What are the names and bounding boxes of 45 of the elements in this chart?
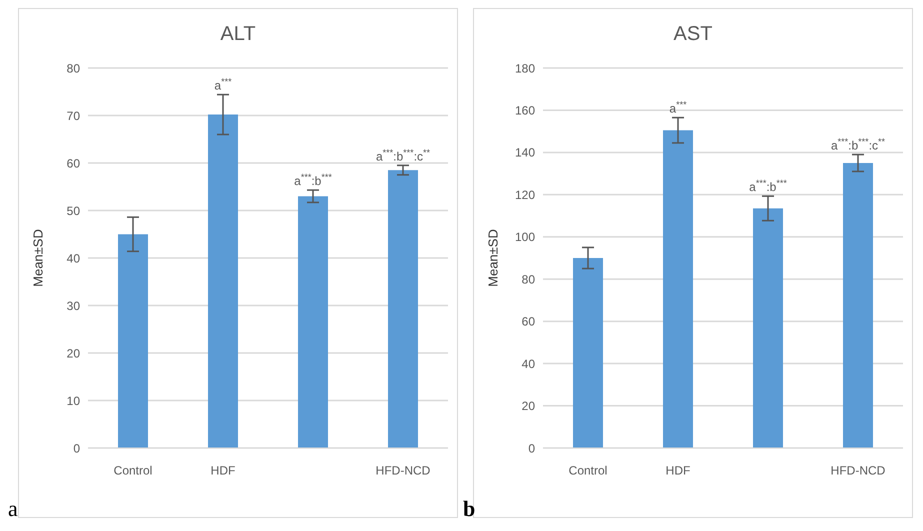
y-tick-label: 0	[528, 441, 536, 456]
bar	[753, 208, 783, 448]
y-tick-label: 30	[66, 298, 80, 313]
y-tick-label: 180	[514, 61, 536, 76]
y-tick-label: 20	[522, 399, 536, 414]
y-tick-label: 80	[66, 61, 80, 76]
text: a	[8, 496, 18, 522]
y-tick-label: 140	[514, 146, 536, 160]
chart-title: ALT	[220, 23, 256, 45]
y-tick-label: 70	[66, 108, 80, 123]
y-tick-label: 160	[514, 103, 536, 118]
bar	[298, 196, 328, 448]
y-tick-label: 40	[66, 251, 80, 266]
annotation: a$^{***}$	[214, 76, 232, 93]
bar	[118, 234, 148, 448]
annotation: a$^{***}$:b$^{***}$	[749, 178, 788, 194]
x-tick-label: Control	[568, 464, 608, 478]
x-tick-label: HDF	[210, 464, 236, 478]
y-axis-title: Mean±SD	[486, 229, 501, 287]
y-tick-label: 60	[522, 314, 536, 329]
x-tick-label: HDF	[666, 464, 690, 478]
bar	[573, 258, 603, 448]
x-tick-label: HFD-NCD	[376, 464, 431, 478]
bar	[663, 130, 693, 448]
chart-title: AST	[674, 23, 712, 45]
bar	[388, 170, 418, 448]
y-tick-label: 10	[66, 394, 80, 408]
y-tick-label: 20	[66, 346, 80, 360]
y-tick-label: 60	[66, 156, 80, 170]
annotation: a$^{***}$:b$^{***}$	[294, 172, 332, 188]
y-tick-label: 100	[514, 230, 536, 244]
x-tick-label: Control	[114, 464, 152, 478]
text: b	[463, 496, 476, 522]
y-tick-label: 120	[514, 188, 536, 202]
y-tick-label: 40	[522, 356, 536, 371]
y-tick-label: 80	[522, 272, 536, 286]
annotation: a$^{***}$:b$^{***}$:c$^{**}$	[376, 147, 431, 164]
y-tick-label: 0	[73, 441, 80, 456]
annotation: a$^{***}$	[669, 100, 688, 116]
y-axis-title: Mean±SD	[30, 229, 46, 287]
bar	[208, 114, 238, 448]
y-tick-label: 50	[66, 204, 80, 218]
annotation: a$^{***}$:b$^{***}$:c$^{**}$	[830, 136, 886, 153]
bar	[843, 163, 873, 448]
x-tick-label: HFD-NCD	[830, 464, 886, 478]
